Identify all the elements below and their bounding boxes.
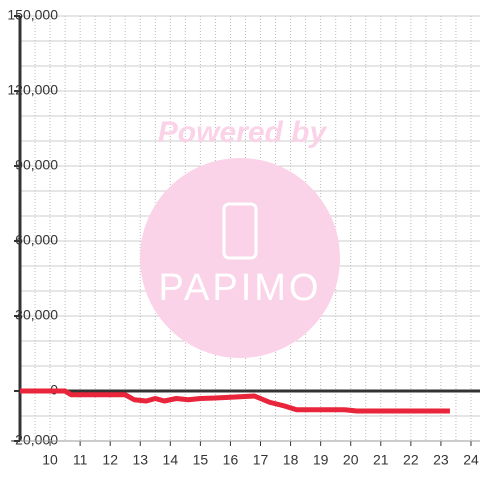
- x-tick-label: 20: [343, 452, 359, 468]
- x-tick-label: 19: [313, 452, 329, 468]
- y-tick-label: -20,000: [11, 432, 59, 448]
- x-tick-label: 24: [463, 452, 479, 468]
- x-tick-label: 10: [42, 452, 58, 468]
- x-tick-label: 14: [163, 452, 179, 468]
- x-tick-label: 17: [253, 452, 269, 468]
- y-tick-label: 120,000: [7, 82, 58, 98]
- y-tick-label: 90,000: [15, 157, 58, 173]
- x-tick-label: 15: [193, 452, 209, 468]
- x-tick-label: 21: [373, 452, 389, 468]
- watermark-logo: PAPIMO: [159, 267, 322, 309]
- x-tick-label: 16: [223, 452, 239, 468]
- y-tick-label: 150,000: [7, 7, 58, 23]
- x-tick-label: 23: [433, 452, 449, 468]
- x-tick-label: 13: [132, 452, 148, 468]
- x-tick-label: 22: [403, 452, 419, 468]
- watermark-caption: Powered by: [158, 116, 328, 149]
- x-tick-label: 11: [73, 452, 88, 468]
- y-tick-label: 60,000: [15, 232, 58, 248]
- x-tick-label: 18: [283, 452, 299, 468]
- watermark-icon: [222, 202, 258, 260]
- y-tick-label: 30,000: [15, 307, 58, 323]
- series-line: [20, 388, 450, 414]
- x-tick-label: 12: [102, 452, 118, 468]
